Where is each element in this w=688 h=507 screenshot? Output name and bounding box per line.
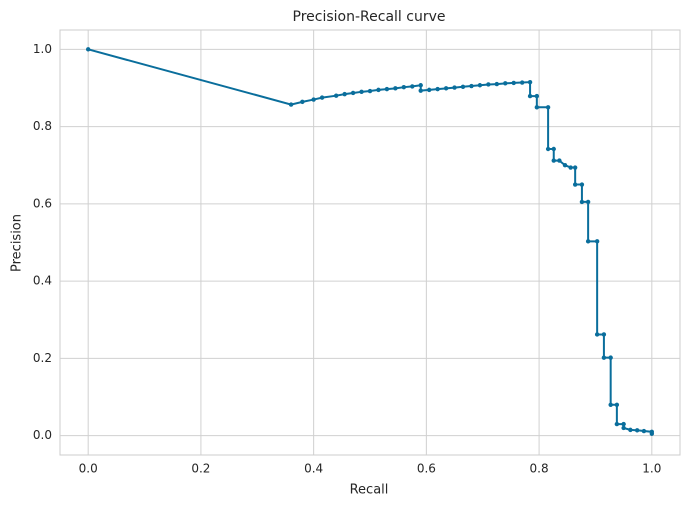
y-tick-label: 0.2 [33,351,52,365]
point [608,402,613,407]
point [608,355,613,360]
point [545,105,551,110]
point [594,239,600,244]
point [621,421,626,427]
point [551,158,556,163]
point [534,105,540,110]
point [585,199,591,205]
point [311,97,316,102]
x-axis-label: Recall [350,483,389,498]
point [393,86,398,91]
x-tick-label: 0.4 [304,462,323,476]
point [376,87,381,93]
point [418,83,423,88]
point [628,427,633,433]
point [342,91,347,97]
point [469,83,474,89]
point [579,182,585,187]
point [601,332,607,337]
point [545,146,551,152]
point [288,102,294,107]
point [300,99,305,105]
point [350,90,356,96]
point [426,87,432,93]
point [551,146,556,152]
point [557,158,562,163]
point [649,431,655,436]
point [460,84,466,89]
point [494,81,500,87]
x-tick-label: 0.8 [530,462,549,476]
x-tick-label: 1.0 [642,462,661,476]
point [486,82,491,87]
x-tick-label: 0.0 [79,462,98,476]
point [443,86,449,91]
y-tick-label: 0.4 [33,274,52,288]
y-tick-label: 0.0 [33,428,52,442]
point [384,86,390,92]
point [585,239,591,244]
chart-title: Precision-Recall curve [293,9,446,25]
point [435,86,440,92]
point [359,89,364,95]
point [511,80,516,86]
point [319,95,325,100]
point [572,182,578,187]
point [614,421,620,427]
y-tick-label: 1.0 [33,42,52,56]
x-tick-label: 0.2 [191,462,210,476]
point [333,93,339,98]
x-tick-label: 0.6 [417,462,436,476]
point [410,84,415,89]
point [572,165,578,170]
point [621,425,626,431]
point [568,165,573,170]
y-tick-label: 0.8 [33,119,52,133]
point [85,47,91,52]
point [534,93,540,99]
point [601,355,607,360]
point [641,428,647,434]
point [614,402,620,407]
point [527,93,533,99]
point [503,81,508,86]
point [519,80,525,85]
plot-area [59,29,681,456]
point [579,199,585,205]
y-axis-label: Precision [10,214,25,272]
point [594,332,600,337]
point [367,88,373,94]
point [452,85,457,90]
point [418,88,423,93]
point [634,428,640,433]
point [401,84,407,90]
point [527,79,533,85]
point [477,83,483,88]
y-tick-label: 0.6 [33,196,52,210]
point [562,163,568,168]
